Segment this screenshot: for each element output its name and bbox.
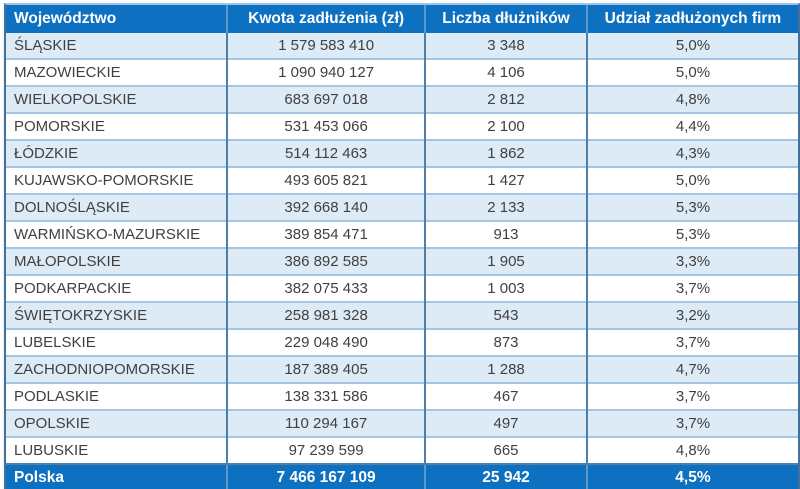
- voivodeship-debt-table-container: Województwo Kwota zadłużenia (zł) Liczba…: [4, 3, 800, 489]
- cell-liczba-dluznikow: 665: [424, 436, 587, 464]
- cell-udzial-zadluzonych-firm: 4,4%: [585, 112, 798, 140]
- cell-kwota-zadluzenia: 531 453 066: [226, 112, 426, 140]
- table-row: WARMIŃSKO-MAZURSKIE 389 854 471 913 5,3%: [6, 220, 798, 248]
- cell-kwota-zadluzenia: 683 697 018: [226, 85, 426, 113]
- total-label: Polska: [6, 463, 228, 489]
- column-header-liczba-dluznikow: Liczba dłużników: [424, 5, 587, 33]
- cell-wojewodztwo: PODLASKIE: [6, 382, 228, 410]
- cell-liczba-dluznikow: 1 862: [424, 139, 587, 167]
- table-row: KUJAWSKO-POMORSKIE 493 605 821 1 427 5,0%: [6, 166, 798, 194]
- column-header-udzial-zadluzonych-firm: Udział zadłużonych firm: [585, 5, 798, 33]
- cell-kwota-zadluzenia: 389 854 471: [226, 220, 426, 248]
- cell-wojewodztwo: DOLNOŚLĄSKIE: [6, 193, 228, 221]
- voivodeship-debt-table: Województwo Kwota zadłużenia (zł) Liczba…: [6, 5, 798, 489]
- table-row: LUBELSKIE 229 048 490 873 3,7%: [6, 328, 798, 356]
- header-row: Województwo Kwota zadłużenia (zł) Liczba…: [6, 5, 798, 33]
- total-liczba-dluznikow: 25 942: [424, 463, 587, 489]
- cell-wojewodztwo: ŚWIĘTOKRZYSKIE: [6, 301, 228, 329]
- cell-kwota-zadluzenia: 493 605 821: [226, 166, 426, 194]
- table-body: ŚLĄSKIE 1 579 583 410 3 348 5,0% MAZOWIECKIE…: [6, 33, 798, 464]
- table-row: ŁÓDZKIE 514 112 463 1 862 4,3%: [6, 139, 798, 167]
- cell-liczba-dluznikow: 1 288: [424, 355, 587, 383]
- cell-wojewodztwo: KUJAWSKO-POMORSKIE: [6, 166, 228, 194]
- cell-udzial-zadluzonych-firm: 5,3%: [585, 193, 798, 221]
- cell-liczba-dluznikow: 1 427: [424, 166, 587, 194]
- cell-kwota-zadluzenia: 386 892 585: [226, 247, 426, 275]
- cell-wojewodztwo: WARMIŃSKO-MAZURSKIE: [6, 220, 228, 248]
- cell-liczba-dluznikow: 1 905: [424, 247, 587, 275]
- table-footer: Polska 7 466 167 109 25 942 4,5%: [6, 463, 798, 489]
- cell-liczba-dluznikow: 4 106: [424, 58, 587, 86]
- column-header-wojewodztwo: Województwo: [6, 5, 228, 33]
- total-row: Polska 7 466 167 109 25 942 4,5%: [6, 463, 798, 489]
- cell-kwota-zadluzenia: 138 331 586: [226, 382, 426, 410]
- cell-udzial-zadluzonych-firm: 3,7%: [585, 382, 798, 410]
- cell-udzial-zadluzonych-firm: 3,7%: [585, 409, 798, 437]
- cell-udzial-zadluzonych-firm: 3,3%: [585, 247, 798, 275]
- cell-udzial-zadluzonych-firm: 4,3%: [585, 139, 798, 167]
- cell-kwota-zadluzenia: 382 075 433: [226, 274, 426, 302]
- cell-udzial-zadluzonych-firm: 4,8%: [585, 85, 798, 113]
- table-row: PODKARPACKIE 382 075 433 1 003 3,7%: [6, 274, 798, 302]
- cell-liczba-dluznikow: 1 003: [424, 274, 587, 302]
- cell-wojewodztwo: ŚLĄSKIE: [6, 33, 228, 59]
- cell-kwota-zadluzenia: 392 668 140: [226, 193, 426, 221]
- cell-kwota-zadluzenia: 1 579 583 410: [226, 33, 426, 59]
- table-row: MAŁOPOLSKIE 386 892 585 1 905 3,3%: [6, 247, 798, 275]
- column-header-kwota-zadluzenia: Kwota zadłużenia (zł): [226, 5, 426, 33]
- total-udzial-zadluzonych-firm: 4,5%: [585, 463, 798, 489]
- cell-kwota-zadluzenia: 97 239 599: [226, 436, 426, 464]
- table-row: OPOLSKIE 110 294 167 497 3,7%: [6, 409, 798, 437]
- cell-udzial-zadluzonych-firm: 3,2%: [585, 301, 798, 329]
- table-row: PODLASKIE 138 331 586 467 3,7%: [6, 382, 798, 410]
- cell-liczba-dluznikow: 543: [424, 301, 587, 329]
- cell-wojewodztwo: LUBUSKIE: [6, 436, 228, 464]
- table-row: MAZOWIECKIE 1 090 940 127 4 106 5,0%: [6, 58, 798, 86]
- cell-kwota-zadluzenia: 1 090 940 127: [226, 58, 426, 86]
- cell-udzial-zadluzonych-firm: 5,0%: [585, 166, 798, 194]
- cell-wojewodztwo: ZACHODNIOPOMORSKIE: [6, 355, 228, 383]
- cell-liczba-dluznikow: 2 133: [424, 193, 587, 221]
- cell-udzial-zadluzonych-firm: 3,7%: [585, 274, 798, 302]
- cell-udzial-zadluzonych-firm: 4,7%: [585, 355, 798, 383]
- table-row: DOLNOŚLĄSKIE 392 668 140 2 133 5,3%: [6, 193, 798, 221]
- cell-kwota-zadluzenia: 187 389 405: [226, 355, 426, 383]
- cell-kwota-zadluzenia: 229 048 490: [226, 328, 426, 356]
- table-row: ŚWIĘTOKRZYSKIE 258 981 328 543 3,2%: [6, 301, 798, 329]
- cell-wojewodztwo: MAŁOPOLSKIE: [6, 247, 228, 275]
- total-kwota-zadluzenia: 7 466 167 109: [226, 463, 426, 489]
- cell-wojewodztwo: POMORSKIE: [6, 112, 228, 140]
- table-row: ŚLĄSKIE 1 579 583 410 3 348 5,0%: [6, 33, 798, 59]
- cell-liczba-dluznikow: 873: [424, 328, 587, 356]
- cell-liczba-dluznikow: 3 348: [424, 33, 587, 59]
- cell-liczba-dluznikow: 497: [424, 409, 587, 437]
- cell-udzial-zadluzonych-firm: 5,3%: [585, 220, 798, 248]
- cell-wojewodztwo: WIELKOPOLSKIE: [6, 85, 228, 113]
- table-row: LUBUSKIE 97 239 599 665 4,8%: [6, 436, 798, 464]
- table-row: ZACHODNIOPOMORSKIE 187 389 405 1 288 4,7%: [6, 355, 798, 383]
- cell-wojewodztwo: ŁÓDZKIE: [6, 139, 228, 167]
- cell-liczba-dluznikow: 467: [424, 382, 587, 410]
- cell-liczba-dluznikow: 2 812: [424, 85, 587, 113]
- cell-udzial-zadluzonych-firm: 4,8%: [585, 436, 798, 464]
- cell-kwota-zadluzenia: 110 294 167: [226, 409, 426, 437]
- cell-wojewodztwo: OPOLSKIE: [6, 409, 228, 437]
- cell-udzial-zadluzonych-firm: 5,0%: [585, 58, 798, 86]
- cell-udzial-zadluzonych-firm: 3,7%: [585, 328, 798, 356]
- cell-wojewodztwo: LUBELSKIE: [6, 328, 228, 356]
- cell-kwota-zadluzenia: 258 981 328: [226, 301, 426, 329]
- table-header: Województwo Kwota zadłużenia (zł) Liczba…: [6, 5, 798, 33]
- table-row: POMORSKIE 531 453 066 2 100 4,4%: [6, 112, 798, 140]
- cell-wojewodztwo: PODKARPACKIE: [6, 274, 228, 302]
- table-row: WIELKOPOLSKIE 683 697 018 2 812 4,8%: [6, 85, 798, 113]
- cell-udzial-zadluzonych-firm: 5,0%: [585, 33, 798, 59]
- cell-liczba-dluznikow: 2 100: [424, 112, 587, 140]
- cell-kwota-zadluzenia: 514 112 463: [226, 139, 426, 167]
- cell-liczba-dluznikow: 913: [424, 220, 587, 248]
- cell-wojewodztwo: MAZOWIECKIE: [6, 58, 228, 86]
